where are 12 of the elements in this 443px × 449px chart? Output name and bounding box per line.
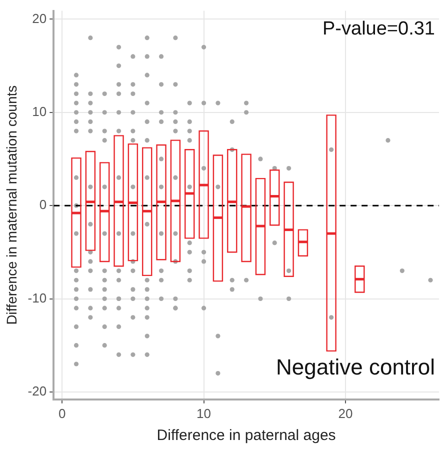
annotation: Negative control [276,354,435,380]
y-tick-label: -10 [28,290,47,306]
x-tick-label: 20 [338,406,353,421]
y-tick-label: -20 [28,384,47,399]
x-tick-label: 0 [58,406,66,421]
annotation: P-value=0.31 [322,18,435,40]
x-tick-label: 10 [196,406,212,421]
y-tick-label: 10 [32,104,47,119]
x-axis-title: Difference in paternal ages [156,427,336,444]
y-tick-label: 0 [39,197,47,212]
y-tick-label: 20 [32,10,47,26]
y-axis-title: Difference in maternal mutation counts [3,85,20,325]
